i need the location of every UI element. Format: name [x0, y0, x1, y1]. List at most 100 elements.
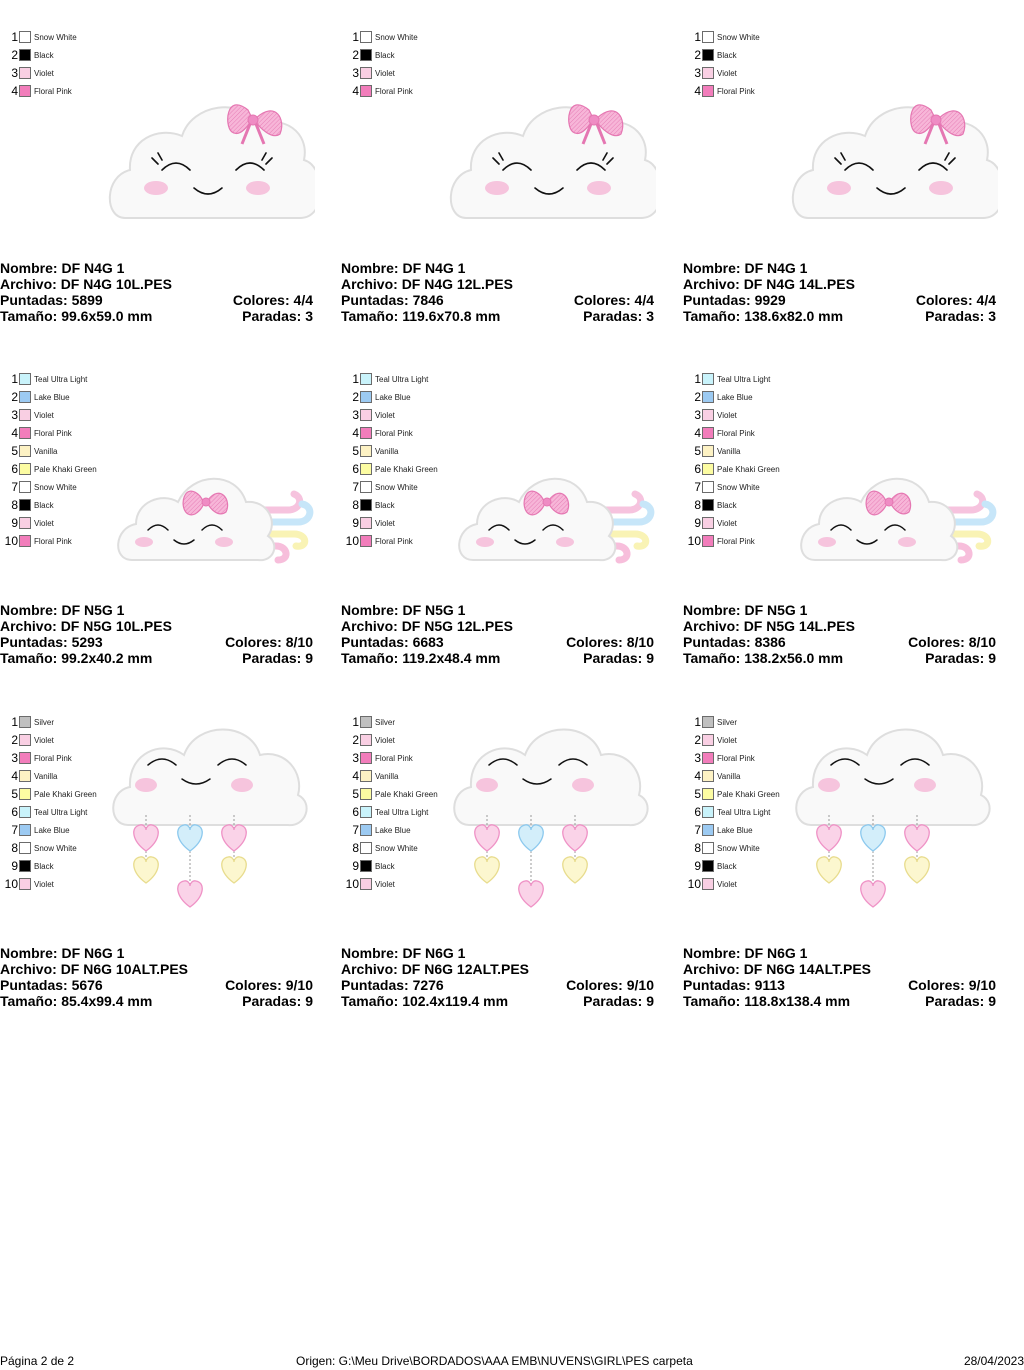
design-name: DF N4G 1: [744, 260, 808, 276]
file-row: Archivo: DF N4G 14L.PES: [683, 276, 996, 292]
file-name: DF N4G 10L.PES: [60, 276, 172, 292]
size-label: Tamaño:: [341, 650, 399, 666]
thread-palette: 1 Teal Ultra Light 2 Lake Blue 3 Violet 4 Flora…: [687, 370, 780, 550]
color-swatch: [360, 842, 372, 854]
thread-number: 1: [352, 30, 359, 44]
design-size: 138.6x82.0 mm: [744, 308, 844, 324]
palette-row: 3 Violet: [4, 64, 77, 82]
stitches-row: Puntadas: 9929 Colores: 4/4: [683, 292, 996, 308]
thread-number: 8: [352, 498, 359, 512]
thread-name: Pale Khaki Green: [34, 464, 97, 474]
thread-number: 4: [11, 84, 18, 98]
thread-name: Floral Pink: [34, 428, 72, 438]
thread-name: Black: [34, 861, 54, 871]
thread-number: 2: [11, 390, 18, 404]
file-name: DF N5G 14L.PES: [743, 618, 855, 634]
palette-row: 7 Snow White: [345, 478, 438, 496]
color-swatch: [19, 463, 31, 475]
stitches-label: Puntadas:: [341, 292, 409, 308]
thread-name: Pale Khaki Green: [34, 789, 97, 799]
palette-row: 9 Violet: [345, 514, 438, 532]
file-name: DF N6G 14ALT.PES: [743, 961, 872, 977]
name-label: Nombre:: [683, 602, 741, 618]
thread-number: 1: [352, 372, 359, 386]
design-name: DF N4G 1: [402, 260, 466, 276]
color-swatch: [19, 788, 31, 800]
thread-name: Floral Pink: [375, 536, 413, 546]
stops-label: Paradas:: [583, 993, 643, 1009]
cloud-shape: [449, 106, 663, 219]
palette-row: 1 Silver: [345, 713, 438, 731]
color-swatch: [702, 806, 714, 818]
embroidery-preview: [100, 370, 315, 585]
color-swatch: [360, 860, 372, 872]
color-swatch: [19, 860, 31, 872]
thread-name: Vanilla: [717, 771, 741, 781]
file-name: DF N4G 14L.PES: [743, 276, 855, 292]
stitches-label: Puntadas:: [683, 977, 751, 993]
stops-label: Paradas:: [925, 650, 985, 666]
stitch-count: 5676: [71, 977, 103, 993]
thread-name: Black: [717, 861, 737, 871]
color-swatch: [702, 770, 714, 782]
thread-name: Floral Pink: [34, 536, 72, 546]
name-row: Nombre: DF N5G 1: [341, 602, 654, 618]
thread-number: 5: [11, 444, 18, 458]
color-swatch: [360, 806, 372, 818]
thread-name: Floral Pink: [717, 428, 755, 438]
palette-row: 5 Pale Khaki Green: [687, 785, 779, 803]
colors-label: Colores:: [573, 292, 631, 308]
palette-row: 7 Lake Blue: [345, 821, 438, 839]
thread-name: Violet: [34, 518, 54, 528]
palette-row: 10 Floral Pink: [687, 532, 780, 550]
palette-row: 7 Lake Blue: [687, 821, 780, 839]
thread-number: 2: [694, 390, 701, 404]
name-row: Nombre: DF N5G 1: [683, 602, 996, 618]
thread-number: 2: [694, 733, 701, 747]
palette-row: 2 Violet: [4, 731, 97, 749]
color-swatch: [360, 373, 372, 385]
thread-name: Violet: [375, 410, 395, 420]
footer-date: 28/04/2023: [963, 1354, 1024, 1368]
palette-row: 2 Violet: [345, 731, 438, 749]
color-swatch: [360, 499, 372, 511]
face: [830, 524, 906, 545]
thread-name: Violet: [34, 68, 54, 78]
stops-label: Paradas:: [583, 308, 643, 324]
color-swatch: [360, 770, 372, 782]
design-size: 119.6x70.8 mm: [402, 308, 501, 324]
name-label: Nombre:: [0, 260, 58, 276]
thread-number: 3: [694, 408, 701, 422]
palette-row: 3 Violet: [687, 64, 760, 82]
bow-icon: [568, 104, 624, 145]
color-swatch: [702, 391, 714, 403]
face: [830, 758, 930, 785]
palette-row: 9 Black: [687, 857, 780, 875]
face: [834, 152, 956, 195]
stitch-count: 9113: [754, 977, 785, 993]
palette-row: 1 Snow White: [687, 28, 759, 46]
thread-name: Lake Blue: [375, 392, 411, 402]
design-card: 1 Snow White 2 Black 3 Violet 4 Floral Pink Nom…: [341, 28, 663, 328]
palette-row: 6 Teal Ultra Light: [4, 803, 97, 821]
thread-number: 10: [345, 877, 359, 891]
color-swatch: [702, 734, 714, 746]
hanging-strings: [145, 815, 235, 889]
palette-row: 2 Lake Blue: [4, 388, 97, 406]
cloud-artwork: [795, 728, 991, 908]
face: [147, 524, 223, 545]
cloud-artwork: [108, 104, 322, 219]
palette-row: 4 Vanilla: [4, 767, 97, 785]
thread-name: Teal Ultra Light: [375, 374, 429, 384]
thread-name: Lake Blue: [34, 825, 70, 835]
color-swatch: [702, 427, 714, 439]
file-row: Archivo: DF N6G 12ALT.PES: [341, 961, 654, 977]
stitches-label: Puntadas:: [341, 977, 409, 993]
stops-label: Paradas:: [242, 650, 302, 666]
color-swatch: [702, 716, 714, 728]
design-info: Nombre: DF N5G 1 Archivo: DF N5G 10L.PES P…: [0, 602, 313, 666]
colors-label: Colores:: [915, 292, 973, 308]
stitches-row: Puntadas: 5899 Colores: 4/4: [0, 292, 313, 308]
size-row: Tamaño: 102.4x119.4 mm Paradas: 9: [341, 993, 654, 1009]
color-swatch: [19, 31, 31, 43]
